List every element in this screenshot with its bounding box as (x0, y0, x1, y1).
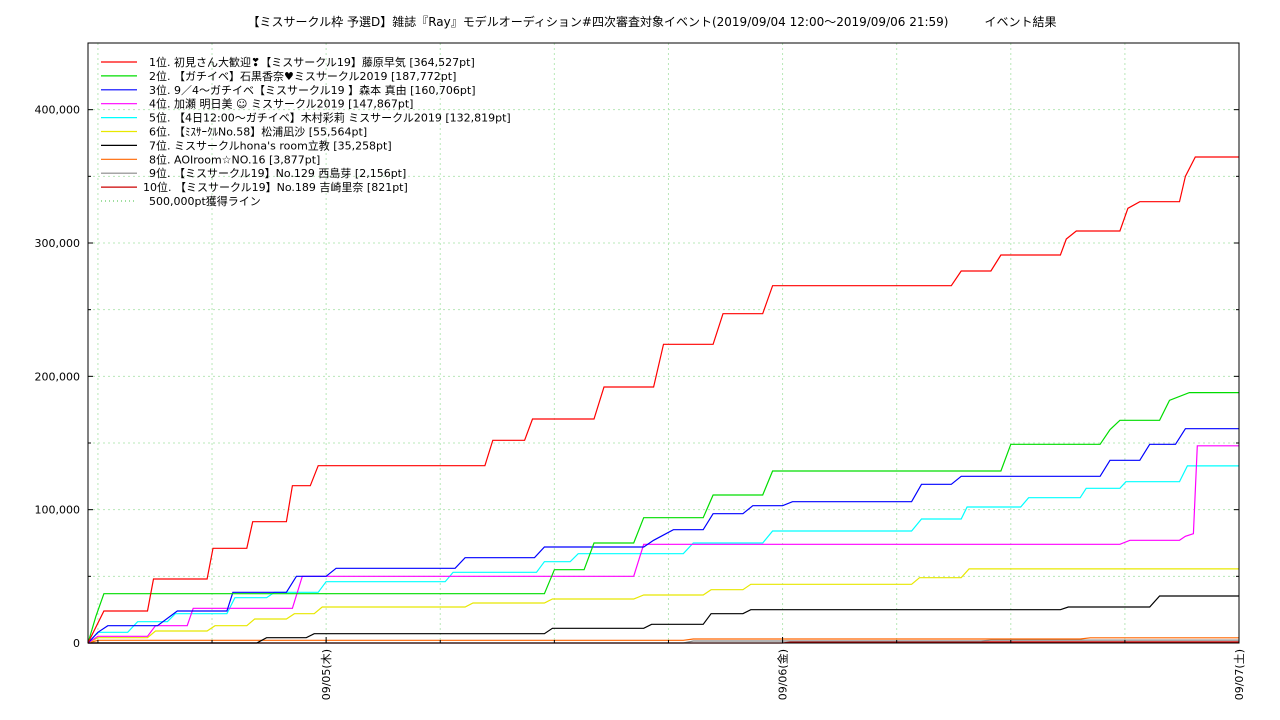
legend-label: 4位. 加瀬 明日美 ☺ ミスサークル2019 [147,867pt] (149, 97, 413, 111)
y-tick-label: 0 (73, 637, 80, 650)
y-tick-label: 400,000 (35, 104, 81, 117)
legend-label: 500,000pt獲得ライン (149, 195, 261, 208)
legend-label: 5位. 【4日12:00〜ガチイベ】木村彩莉 ミスサークル2019 [132,8… (149, 111, 511, 125)
legend-label: 9位. 【ミスサークル19】No.129 西島芽 [2,156pt] (149, 166, 406, 180)
plot-frame (87, 42, 1240, 644)
legend-label: 2位. 【ガチイベ】石黒香奈♥ミスサークル2019 [187,772pt] (149, 69, 456, 83)
series-line (87, 392, 1239, 644)
series-line (87, 568, 1239, 644)
y-tick-label: 200,000 (35, 370, 81, 383)
series-line (88, 595, 1239, 644)
grid (88, 43, 1239, 643)
series-line (87, 156, 1239, 644)
legend-label: 8位. AOIroom☆NO.16 [3,877pt] (149, 152, 320, 166)
axes: 0 100,000 200,000 300,000 400,000 09/05(木) 09/… (35, 42, 1246, 700)
chart-title: 【ミスサークル枠 予選D】雑誌『Ray』モデルオーディション#四次審査対象イベン… (248, 14, 1057, 29)
series-line (87, 465, 1239, 644)
series-line (87, 445, 1239, 644)
legend-label: 1位. 初見さん大歓迎❣【ミスサークル19】藤原早気 [364,527pt] (149, 55, 475, 69)
x-tick-label: 09/07(土) (1233, 649, 1246, 700)
legend-label: 3位. 9／4〜ガチイベ【ミスサークル19 】森本 真由 [160,706pt] (149, 83, 476, 97)
legend-label: 6位. 【ﾐｽｻｰｸﾙNo.58】松浦凪沙 [55,564pt] (149, 125, 367, 139)
x-tick-label: 09/06(金) (776, 649, 790, 700)
legend-label: 7位. ミスサークルhona's room立教 [35,258pt] (149, 138, 392, 152)
y-tick-label: 300,000 (35, 237, 81, 250)
series-line (87, 428, 1239, 644)
legend-label: 10位. 【ミスサークル19】No.189 吉崎里奈 [821pt] (143, 180, 408, 194)
x-tick-label: 09/05(木) (320, 649, 333, 700)
legend: 1位. 初見さん大歓迎❣【ミスサークル19】藤原早気 [364,527pt]2位… (101, 55, 511, 208)
y-tick-label: 100,000 (35, 504, 81, 517)
